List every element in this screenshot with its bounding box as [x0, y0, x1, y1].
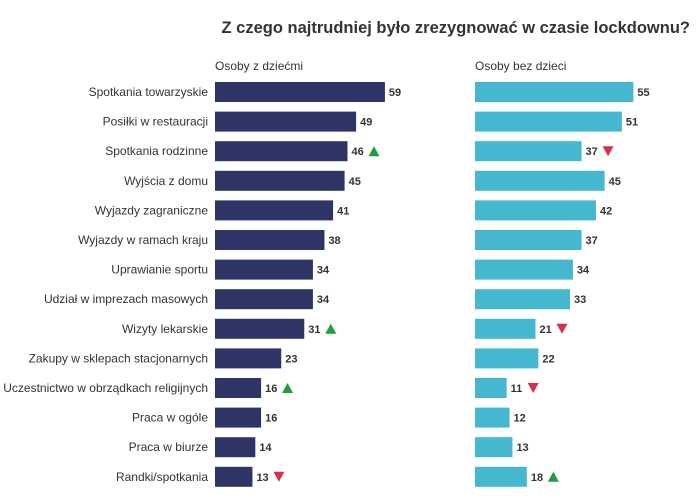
- bar: [475, 466, 527, 487]
- bar: [215, 348, 282, 369]
- bar: [475, 378, 507, 398]
- bar: [215, 141, 348, 162]
- data-label: 23: [285, 353, 297, 365]
- bar: [475, 200, 596, 221]
- data-label: 11: [511, 383, 523, 395]
- bar: [475, 437, 513, 458]
- bar: [215, 230, 325, 250]
- arrow-up-icon: [547, 471, 559, 482]
- data-label: 22: [542, 353, 554, 365]
- data-label: 42: [600, 205, 612, 217]
- bar: [215, 289, 313, 310]
- category-label: Spotkania rodzinne: [105, 144, 208, 158]
- bar: [215, 466, 253, 487]
- bar: [475, 230, 582, 250]
- data-label: 34: [317, 294, 330, 306]
- arrow-down-icon: [527, 383, 539, 393]
- bar: [215, 111, 357, 132]
- bar: [215, 259, 313, 280]
- category-label: Uczestnictwo w obrządkach religijnych: [3, 381, 208, 395]
- bar: [475, 289, 571, 310]
- category-label: Spotkania towarzyskie: [89, 85, 209, 99]
- chart-title: Z czego najtrudniej było zrezygnować w c…: [221, 19, 690, 37]
- arrow-down-icon: [556, 323, 568, 334]
- series-without-children-bars: 55 51 37 45 42 37 34 33 21 22 11 12 13 18: [475, 82, 650, 487]
- bar: [475, 141, 582, 162]
- bar: [215, 82, 385, 102]
- data-label: 16: [265, 413, 277, 425]
- bar: [475, 407, 510, 428]
- category-label: Wyjazdy w ramach kraju: [78, 233, 208, 247]
- data-label: 38: [328, 235, 340, 247]
- bar: [215, 170, 345, 191]
- data-label: 45: [349, 176, 361, 188]
- arrow-up-icon: [325, 323, 337, 334]
- bar: [215, 200, 334, 221]
- bar: [475, 318, 536, 339]
- arrow-down-icon: [273, 471, 285, 482]
- category-label: Udział w imprezach masowych: [44, 292, 208, 306]
- data-label: 18: [531, 472, 543, 484]
- category-label: Wyjścia z domu: [124, 174, 208, 188]
- data-label: 13: [516, 442, 528, 454]
- series-label-with-children: Osoby z dziećmi: [215, 59, 303, 73]
- data-label: 33: [574, 294, 586, 306]
- category-label: Wizyty lekarskie: [122, 322, 208, 336]
- bar: [475, 348, 539, 369]
- data-label: 51: [626, 117, 638, 129]
- data-label: 13: [256, 472, 268, 484]
- category-labels: Spotkania towarzyskie Posiłki w restaurac…: [3, 85, 208, 484]
- data-label: 14: [259, 442, 272, 454]
- arrow-up-icon: [368, 146, 380, 157]
- data-label: 34: [577, 265, 590, 277]
- bar: [215, 407, 262, 428]
- data-label: 41: [337, 205, 349, 217]
- arrow-down-icon: [602, 146, 614, 157]
- bar: [475, 259, 573, 280]
- category-label: Zakupy w sklepach stacjonarnych: [29, 351, 208, 365]
- data-label: 59: [389, 87, 401, 99]
- data-label: 12: [514, 413, 526, 425]
- data-label: 16: [265, 383, 277, 395]
- data-label: 31: [308, 324, 320, 336]
- data-label: 45: [609, 176, 621, 188]
- bar: [215, 378, 262, 398]
- category-label: Uprawianie sportu: [111, 263, 208, 277]
- data-label: 34: [317, 265, 330, 277]
- arrow-up-icon: [282, 383, 294, 393]
- series-with-children-bars: 59 49 46 45 41 38 34 34 31 23 16 16 14 13: [215, 82, 401, 487]
- data-label: 49: [360, 117, 372, 129]
- data-label: 46: [351, 146, 363, 158]
- bar: [215, 318, 305, 339]
- category-label: Posiłki w restauracji: [103, 115, 208, 129]
- data-label: 55: [637, 87, 649, 99]
- data-label: 37: [586, 235, 598, 247]
- bar: [475, 170, 605, 191]
- category-label: Praca w ogóle: [132, 411, 208, 425]
- bar: [475, 82, 634, 102]
- category-label: Praca w biurze: [129, 440, 209, 454]
- bar: [475, 111, 622, 132]
- series-label-without-children: Osoby bez dzieci: [475, 59, 566, 73]
- category-label: Randki/spotkania: [116, 470, 208, 484]
- bar: [215, 437, 256, 458]
- data-label: 37: [586, 146, 598, 158]
- category-label: Wyjazdy zagraniczne: [95, 203, 209, 217]
- data-label: 21: [539, 324, 551, 336]
